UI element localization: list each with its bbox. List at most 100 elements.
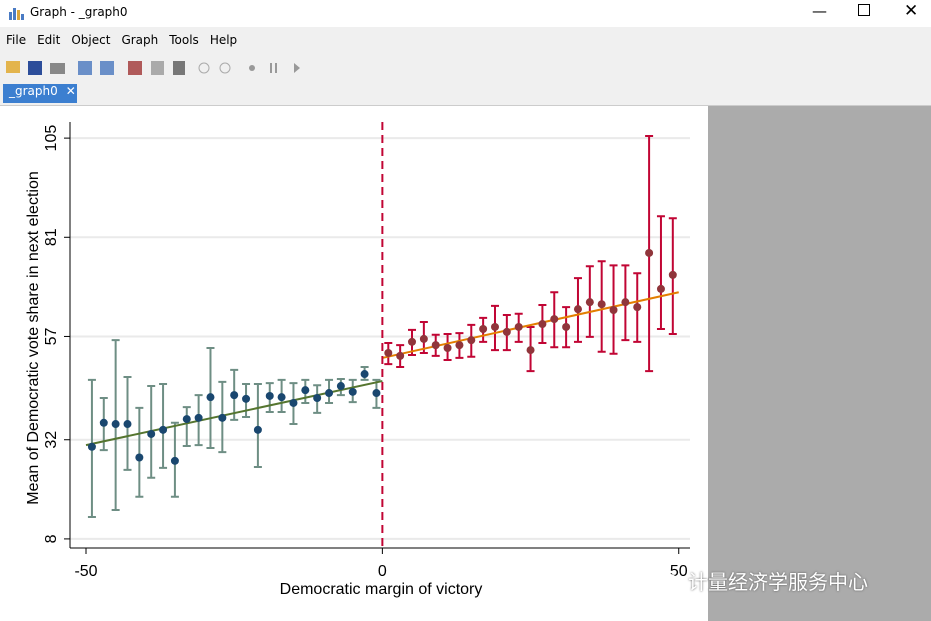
paste-icon[interactable] xyxy=(100,61,114,75)
undo-icon[interactable] xyxy=(198,62,210,74)
menu-item[interactable]: Help xyxy=(209,33,238,47)
menu-item[interactable]: Graph xyxy=(121,33,159,47)
close-button[interactable]: ✕ xyxy=(904,1,919,21)
menu-item[interactable]: Tools xyxy=(169,33,199,47)
point xyxy=(87,442,96,451)
error-bar xyxy=(182,406,191,447)
point xyxy=(206,393,215,402)
redo-icon[interactable] xyxy=(219,62,231,74)
window-title: Graph - _graph0 xyxy=(30,5,128,19)
point xyxy=(230,391,239,400)
point xyxy=(159,425,168,434)
minimize-button[interactable]: — xyxy=(812,2,827,20)
point xyxy=(336,382,345,391)
point xyxy=(253,425,262,434)
pause-icon-part xyxy=(275,63,277,73)
point xyxy=(313,394,322,403)
point xyxy=(182,415,191,424)
point xyxy=(147,429,156,438)
watermark: 计量经济学服务中心 xyxy=(650,566,868,595)
tab-label: _graph0 xyxy=(9,84,58,98)
point xyxy=(467,336,476,345)
point xyxy=(668,270,677,279)
menu-item[interactable]: Edit xyxy=(37,33,61,47)
y-tick-label: 32 xyxy=(43,431,60,449)
point xyxy=(609,306,618,315)
app-icon xyxy=(9,8,24,20)
print-icon[interactable] xyxy=(50,63,65,74)
menu-item[interactable]: File xyxy=(6,33,27,47)
play-icon[interactable] xyxy=(294,63,300,73)
point xyxy=(490,322,499,331)
menu-bar: File Edit Object Graph Tools Help xyxy=(0,28,931,54)
y-tick-label: 8 xyxy=(43,534,60,543)
y-tick-label: 105 xyxy=(43,125,60,152)
point xyxy=(396,351,405,360)
error-bar xyxy=(253,382,262,469)
point xyxy=(538,320,547,329)
point xyxy=(289,398,298,407)
point xyxy=(325,389,334,398)
x-tick-label: -50 xyxy=(74,563,97,580)
fit-line xyxy=(382,291,679,359)
point xyxy=(242,394,251,403)
fit-line xyxy=(85,380,383,447)
point xyxy=(645,248,654,257)
tool-icon[interactable] xyxy=(151,61,164,75)
y-axis-label: Mean of Democratic vote share in next el… xyxy=(25,171,42,505)
graph-tab[interactable]: _graph0 ✕ xyxy=(3,84,77,103)
open-icon[interactable] xyxy=(6,61,20,73)
point xyxy=(372,389,381,398)
point xyxy=(194,413,203,422)
point xyxy=(99,418,108,427)
point xyxy=(585,298,594,307)
maximize-button[interactable] xyxy=(858,4,870,16)
point xyxy=(135,453,144,462)
save-icon[interactable] xyxy=(28,61,42,75)
x-tick-label: 0 xyxy=(378,563,387,580)
point xyxy=(419,334,428,343)
point xyxy=(301,386,310,395)
toolbar xyxy=(6,61,300,75)
record-icon[interactable] xyxy=(249,65,255,71)
point xyxy=(573,305,582,314)
point xyxy=(526,346,535,355)
point xyxy=(562,322,571,331)
point xyxy=(443,344,452,353)
point xyxy=(514,322,523,331)
point xyxy=(265,391,274,400)
graph-editor-icon[interactable] xyxy=(128,61,142,75)
tool-icon[interactable] xyxy=(173,61,185,75)
y-tick-label: 81 xyxy=(43,228,60,246)
title-bar: Graph - _graph0 — ✕ xyxy=(0,0,931,27)
x-axis-label: Democratic margin of victory xyxy=(280,581,483,598)
error-bar xyxy=(135,406,144,498)
point xyxy=(621,298,630,307)
y-tick-label: 57 xyxy=(43,327,60,345)
point xyxy=(123,420,132,429)
watermark-icon xyxy=(650,572,680,595)
point xyxy=(597,300,606,309)
point xyxy=(479,325,488,334)
error-bar xyxy=(656,215,665,331)
point xyxy=(656,284,665,293)
point xyxy=(384,348,393,357)
watermark-text: 计量经济学服务中心 xyxy=(688,570,868,594)
chart: Democratic margin of victory Mean of Dem… xyxy=(25,122,690,598)
pause-icon[interactable] xyxy=(270,63,272,73)
point xyxy=(633,303,642,312)
point xyxy=(550,315,559,324)
point xyxy=(455,341,464,350)
point xyxy=(408,337,417,346)
tab-row xyxy=(0,83,931,106)
graph-area xyxy=(0,106,708,621)
tab-close[interactable]: ✕ xyxy=(65,84,76,98)
point xyxy=(360,370,369,379)
point xyxy=(218,413,227,422)
point xyxy=(277,393,286,402)
point xyxy=(431,341,440,350)
menu-item[interactable]: Object xyxy=(71,33,111,47)
empty-area xyxy=(708,106,931,621)
copy-icon[interactable] xyxy=(78,61,92,75)
